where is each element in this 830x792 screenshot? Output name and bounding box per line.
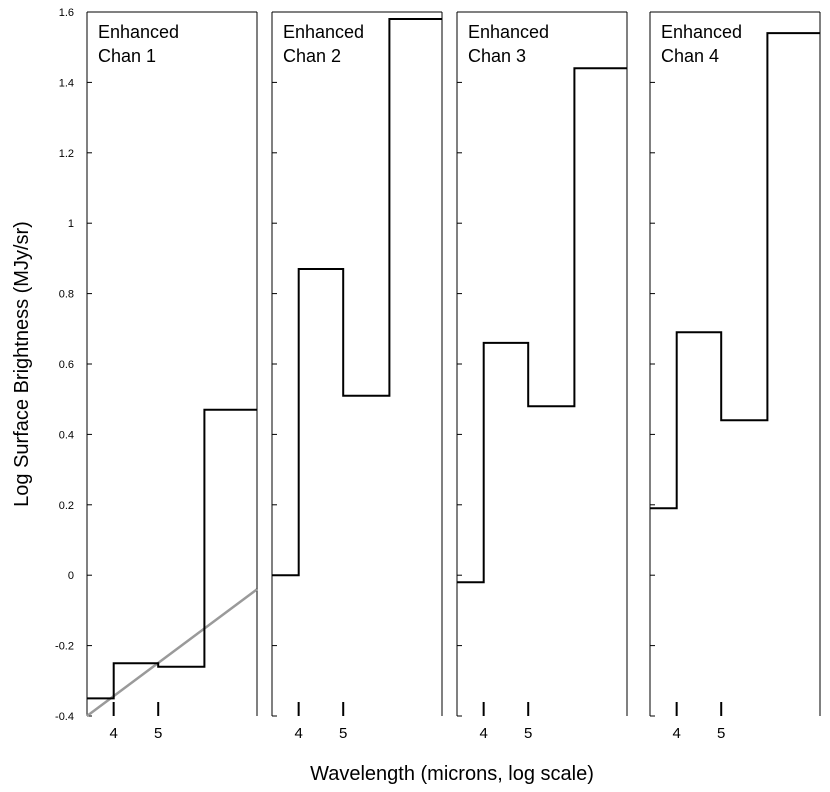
x-tick-label: 4 [672, 725, 680, 742]
y-tick-label: 0.2 [59, 500, 74, 512]
panel-4: 4 5 Enhanced Chan 4 [649, 11, 821, 742]
reference-line [86, 588, 258, 718]
step-series [457, 67, 627, 584]
y-tick-label: 1.6 [59, 7, 74, 19]
panel-title-line2: Chan 3 [468, 46, 526, 66]
x-tick-label: 4 [294, 725, 302, 742]
y-tick-label: 0.6 [59, 359, 74, 371]
x-tick-label: 4 [109, 725, 117, 742]
x-tick-label: 5 [154, 725, 162, 742]
y-tick-label: 0.8 [59, 289, 74, 301]
panel-title-line1: Enhanced [661, 22, 742, 42]
y-tick-label: -0.2 [55, 641, 74, 653]
x-tick-label: 5 [339, 725, 347, 742]
step-series [272, 18, 442, 577]
y-tick-label: 0.4 [59, 429, 74, 441]
y-tick-label: 1.4 [59, 77, 74, 89]
x-tick-label: 5 [717, 725, 725, 742]
y-tick-label: -0.4 [55, 711, 74, 723]
panels: 4 5 Enhanced Chan 1 4 5 Enhanced Chan 2 4 5 Enhanc… [86, 11, 821, 742]
panel-title-line1: Enhanced [468, 22, 549, 42]
y-tick-label: 0 [68, 570, 74, 582]
panel-title-line2: Chan 2 [283, 46, 341, 66]
x-axis-title: Wavelength (microns, log scale) [310, 763, 594, 785]
panel-2: 4 5 Enhanced Chan 2 [271, 11, 443, 742]
panel-title-line2: Chan 4 [661, 46, 719, 66]
panel-3: 4 5 Enhanced Chan 3 [456, 11, 628, 742]
x-tick-label: 4 [479, 725, 487, 742]
y-tick-labels: -0.4 -0.2 0 0.2 0.4 0.6 0.8 1 1.2 1.4 1.6 [55, 7, 74, 723]
panel-title-line1: Enhanced [283, 22, 364, 42]
panel-title-line2: Chan 1 [98, 46, 156, 66]
panel-title-line1: Enhanced [98, 22, 179, 42]
y-axis-title: Log Surface Brightness (MJy/sr) [11, 221, 33, 507]
panel-1: 4 5 Enhanced Chan 1 [86, 11, 258, 742]
x-tick-label: 5 [524, 725, 532, 742]
step-series [87, 408, 257, 700]
y-tick-label: 1.2 [59, 148, 74, 160]
step-series [650, 32, 820, 510]
y-tick-label: 1 [68, 218, 74, 230]
